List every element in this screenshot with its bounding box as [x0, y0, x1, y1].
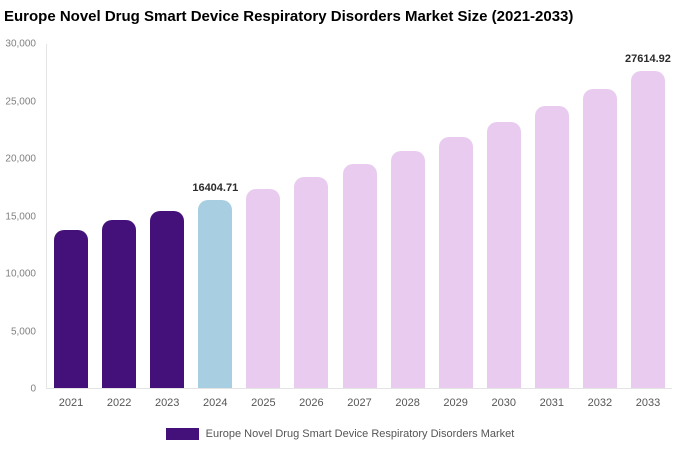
bar-2023[interactable] — [150, 210, 185, 388]
bars-row: 2021 2022 2023 16404.71 2024 2025 2026 2027 2028… — [47, 44, 672, 409]
bar-2033[interactable] — [630, 71, 665, 388]
bar-2026[interactable] — [294, 176, 329, 388]
x-tick-label: 2024 — [203, 397, 228, 409]
bar-column: 27614.92 2033 — [624, 44, 672, 409]
x-tick-label: 2025 — [251, 397, 276, 409]
x-tick-label: 2029 — [443, 397, 468, 409]
x-tick-label: 2032 — [587, 397, 613, 409]
chart-title: Europe Novel Drug Smart Device Respirato… — [4, 8, 574, 25]
y-tick-label: 30,000 — [5, 38, 36, 50]
bar-2022[interactable] — [102, 220, 137, 388]
bar-column: 2032 — [576, 44, 624, 409]
x-tick-label: 2028 — [395, 397, 420, 409]
bar-2032[interactable] — [582, 89, 617, 388]
bar-value-label: 27614.92 — [625, 53, 671, 66]
bar-column: 16404.71 2024 — [191, 44, 239, 409]
bar-2031[interactable] — [534, 106, 569, 388]
bar-column: 2021 — [47, 44, 95, 409]
bar-column: 2023 — [143, 44, 191, 409]
bar-column: 2022 — [95, 44, 143, 409]
legend-swatch-icon — [165, 428, 199, 440]
x-tick-label: 2026 — [299, 397, 324, 409]
x-tick-label: 2031 — [539, 397, 565, 409]
legend-label: Europe Novel Drug Smart Device Respirato… — [205, 428, 515, 440]
bar-value-label: 16404.71 — [192, 181, 239, 194]
y-tick-label: 20,000 — [5, 153, 36, 165]
legend[interactable]: Europe Novel Drug Smart Device Respirato… — [0, 428, 680, 440]
y-tick-label: 5,000 — [10, 326, 36, 337]
bar-2027[interactable] — [342, 164, 377, 388]
x-tick-label: 2033 — [635, 397, 661, 409]
x-tick-label: 2027 — [347, 397, 372, 409]
plot-area: 2021 2022 2023 16404.71 2024 2025 2026 2027 2028… — [46, 44, 672, 409]
y-tick-label: 10,000 — [5, 268, 36, 280]
y-tick-label: 15,000 — [5, 211, 36, 222]
bar-column: 2031 — [528, 44, 576, 409]
bar-column: 2027 — [335, 44, 383, 409]
x-tick-label: 2022 — [106, 397, 132, 409]
y-tick-label: 0 — [30, 383, 36, 395]
bar-column: 2030 — [480, 44, 528, 409]
bar-column: 2029 — [432, 44, 480, 409]
bar-2024[interactable] — [198, 199, 233, 388]
y-tick-label: 25,000 — [5, 96, 36, 107]
y-axis: 0 5,000 10,000 15,000 20,000 25,000 30,000 — [0, 39, 42, 395]
bar-column: 2026 — [287, 44, 335, 409]
bar-2021[interactable] — [54, 229, 89, 388]
x-tick-label: 2021 — [58, 397, 84, 409]
x-tick-label: 2023 — [154, 397, 180, 409]
bar-2028[interactable] — [390, 150, 425, 388]
bar-column: 2028 — [384, 44, 432, 409]
bar-column: 2025 — [239, 44, 287, 409]
bar-2029[interactable] — [438, 136, 473, 388]
x-tick-label: 2030 — [491, 397, 516, 409]
bar-2025[interactable] — [246, 188, 281, 388]
bar-2030[interactable] — [486, 121, 521, 388]
